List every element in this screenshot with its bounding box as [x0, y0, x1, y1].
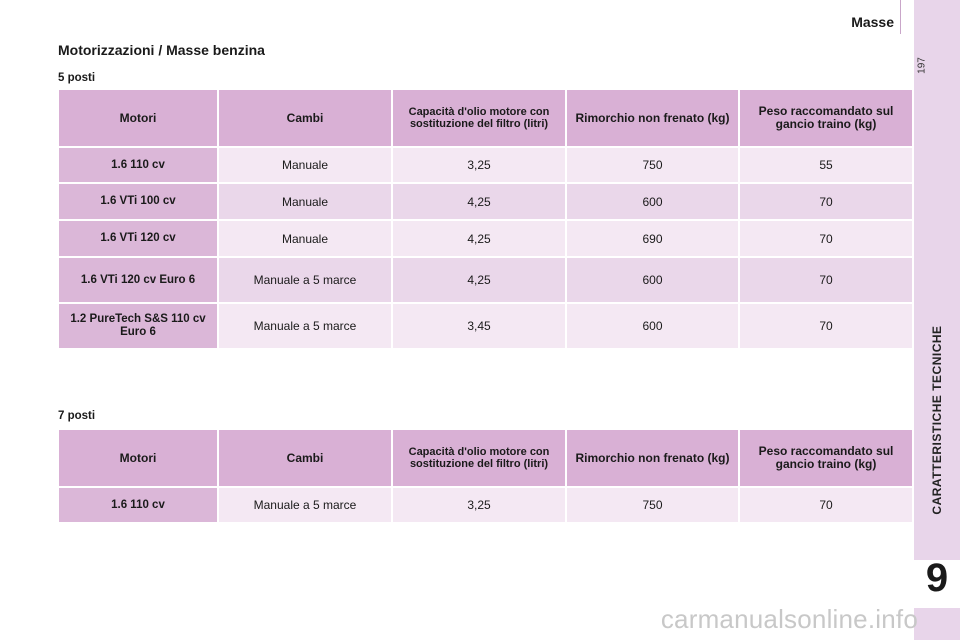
- running-header: Masse: [851, 14, 894, 30]
- chapter-label: CARATTERISTICHE TECNICHE: [930, 325, 944, 515]
- chapter-sidebar: [914, 0, 960, 640]
- engine-cell: 1.6 VTi 120 cv: [59, 221, 217, 256]
- unbraked-trailer-cell: 600: [567, 304, 738, 348]
- col-header-gearbox: Cambi: [219, 90, 391, 146]
- table-row: 1.6 VTi 120 cv Manuale 4,25 690 70: [59, 221, 912, 256]
- oil-capacity-cell: 4,25: [393, 221, 565, 256]
- engine-cell: 1.2 PureTech S&S 110 cv Euro 6: [59, 304, 217, 348]
- oil-capacity-cell: 4,25: [393, 184, 565, 219]
- oil-capacity-cell: 3,45: [393, 304, 565, 348]
- table-label-5-seats: 5 posti: [58, 72, 96, 84]
- unbraked-trailer-cell: 600: [567, 184, 738, 219]
- towball-weight-cell: 70: [740, 304, 912, 348]
- col-header-engines: Motori: [59, 430, 217, 486]
- towball-weight-cell: 70: [740, 184, 912, 219]
- chapter-number-box: [914, 560, 960, 608]
- gearbox-cell: Manuale: [219, 184, 391, 219]
- engine-cell: 1.6 110 cv: [59, 148, 217, 182]
- col-header-towball-weight: Peso raccomandato sul gancio traino (kg): [740, 90, 912, 146]
- col-header-towball-weight: Peso raccomandato sul gancio traino (kg): [740, 430, 912, 486]
- towball-weight-cell: 70: [740, 488, 912, 522]
- engine-cell: 1.6 110 cv: [59, 488, 217, 522]
- unbraked-trailer-cell: 690: [567, 221, 738, 256]
- chapter-number: 9: [925, 556, 949, 600]
- unbraked-trailer-cell: 600: [567, 258, 738, 302]
- col-header-unbraked-trailer: Rimorchio non frenato (kg): [567, 430, 738, 486]
- header-divider: [900, 0, 901, 34]
- unbraked-trailer-cell: 750: [567, 148, 738, 182]
- table-row: 1.6 110 cv Manuale 3,25 750 55: [59, 148, 912, 182]
- engine-cell: 1.6 VTi 120 cv Euro 6: [59, 258, 217, 302]
- engine-cell: 1.6 VTi 100 cv: [59, 184, 217, 219]
- towball-weight-cell: 70: [740, 258, 912, 302]
- table-header-row: Motori Cambi Capacità d'olio motore con …: [59, 90, 912, 146]
- table-label-7-seats: 7 posti: [58, 410, 96, 422]
- col-header-oil-capacity: Capacità d'olio motore con sostituzione …: [393, 430, 565, 486]
- towball-weight-cell: 55: [740, 148, 912, 182]
- col-header-gearbox: Cambi: [219, 430, 391, 486]
- oil-capacity-cell: 3,25: [393, 148, 565, 182]
- page-title: Motorizzazioni / Masse benzina: [58, 42, 265, 58]
- gearbox-cell: Manuale a 5 marce: [219, 304, 391, 348]
- col-header-oil-capacity: Capacità d'olio motore con sostituzione …: [393, 90, 565, 146]
- table-row: 1.6 VTi 120 cv Euro 6 Manuale a 5 marce …: [59, 258, 912, 302]
- oil-capacity-cell: 3,25: [393, 488, 565, 522]
- watermark: carmanualsonline.info: [660, 604, 918, 634]
- unbraked-trailer-cell: 750: [567, 488, 738, 522]
- page-number: 197: [916, 57, 928, 74]
- gearbox-cell: Manuale a 5 marce: [219, 488, 391, 522]
- table-row: 1.6 VTi 100 cv Manuale 4,25 600 70: [59, 184, 912, 219]
- oil-capacity-cell: 4,25: [393, 258, 565, 302]
- col-header-engines: Motori: [59, 90, 217, 146]
- towball-weight-cell: 70: [740, 221, 912, 256]
- gearbox-cell: Manuale a 5 marce: [219, 258, 391, 302]
- mass-table-7-seats: Motori Cambi Capacità d'olio motore con …: [57, 428, 914, 524]
- gearbox-cell: Manuale: [219, 148, 391, 182]
- mass-table-5-seats: Motori Cambi Capacità d'olio motore con …: [57, 88, 914, 350]
- table-row: 1.2 PureTech S&S 110 cv Euro 6 Manuale a…: [59, 304, 912, 348]
- col-header-unbraked-trailer: Rimorchio non frenato (kg): [567, 90, 738, 146]
- table-header-row: Motori Cambi Capacità d'olio motore con …: [59, 430, 912, 486]
- gearbox-cell: Manuale: [219, 221, 391, 256]
- table-row: 1.6 110 cv Manuale a 5 marce 3,25 750 70: [59, 488, 912, 522]
